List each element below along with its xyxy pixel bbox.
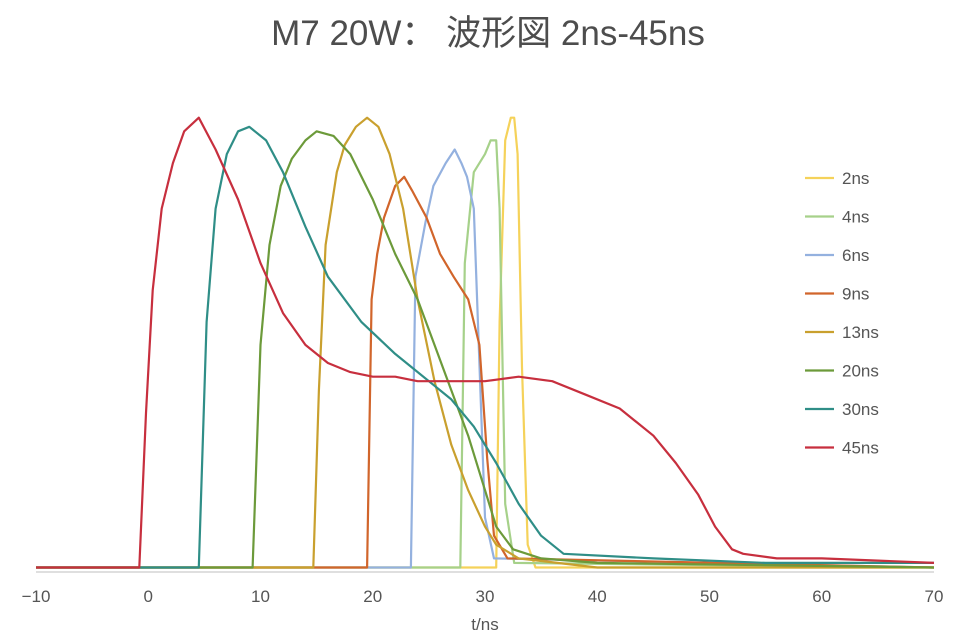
x-axis-label: t/ns [471, 615, 498, 634]
legend-label-9ns: 9ns [842, 285, 869, 304]
series-line-30ns [36, 125, 934, 569]
x-tick-label: 20 [363, 587, 382, 606]
series-line-6ns [36, 148, 935, 569]
x-tick-label: 10 [251, 587, 270, 606]
x-tick-label: 30 [476, 587, 495, 606]
x-tick-label: 0 [144, 587, 153, 606]
legend-label-4ns: 4ns [842, 208, 869, 227]
series-line-13ns [36, 116, 934, 569]
x-axis-ticks: −10 0 10 20 30 40 50 60 70 [22, 587, 944, 606]
series-line-4ns [36, 139, 935, 569]
legend: 2ns 4ns 6ns 9ns 13ns 20ns 30ns 45ns [805, 169, 879, 458]
legend-label-2ns: 2ns [842, 169, 869, 188]
plot-area [36, 116, 935, 569]
legend-label-13ns: 13ns [842, 323, 879, 342]
series-line-9ns [36, 175, 935, 569]
legend-label-45ns: 45ns [842, 439, 879, 458]
x-tick-label: 70 [925, 587, 944, 606]
legend-label-20ns: 20ns [842, 362, 879, 381]
chart-title: M7 20W： 波形図 2ns-45ns [271, 14, 705, 53]
series-line-2ns [36, 116, 934, 569]
x-tick-label: 60 [812, 587, 831, 606]
legend-label-30ns: 30ns [842, 400, 879, 419]
series-line-20ns [36, 130, 935, 569]
x-tick-label: 50 [700, 587, 719, 606]
series-line-45ns [36, 116, 935, 569]
x-tick-label: 40 [588, 587, 607, 606]
x-tick-label: −10 [22, 587, 51, 606]
legend-label-6ns: 6ns [842, 246, 869, 265]
